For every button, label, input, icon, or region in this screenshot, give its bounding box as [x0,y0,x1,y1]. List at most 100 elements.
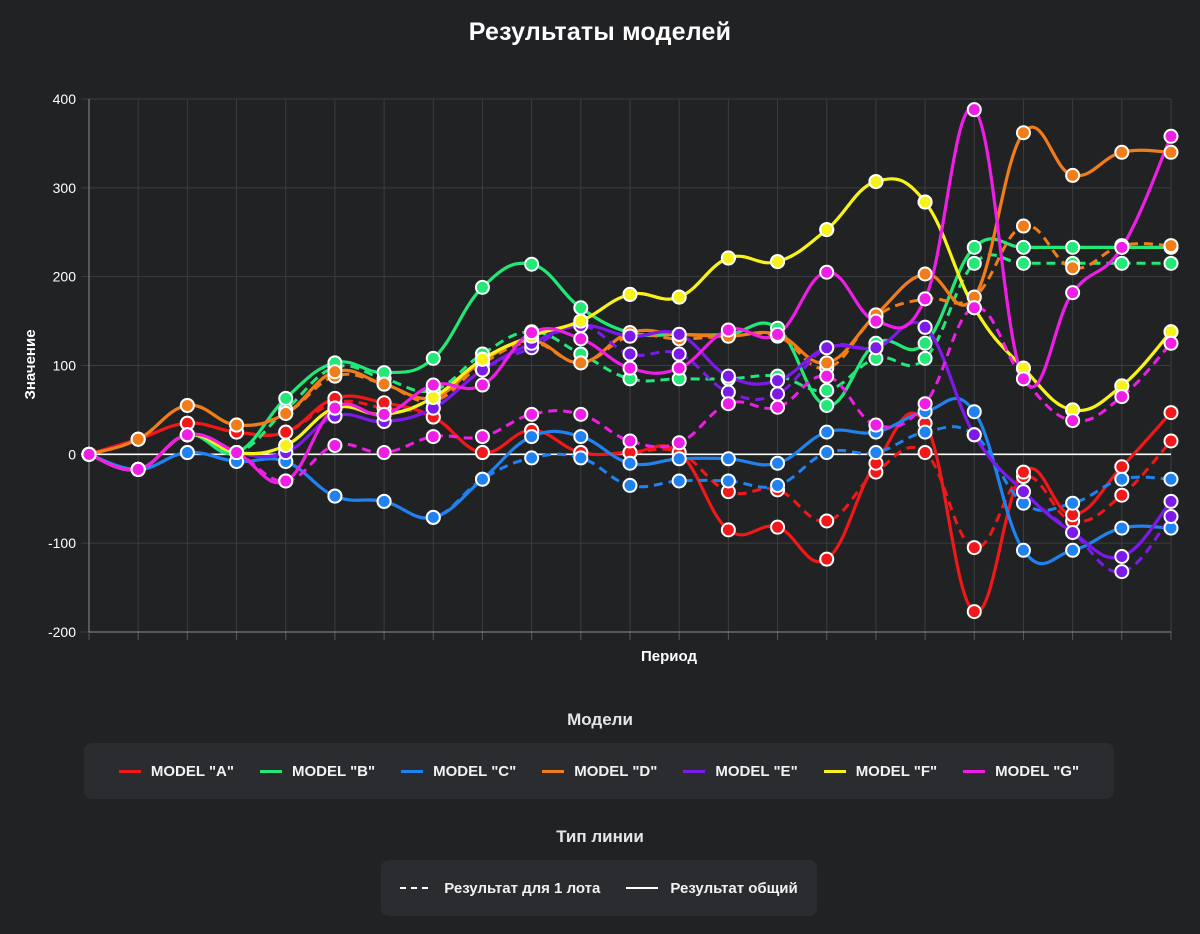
point-lot-1-21 [1114,255,1130,271]
legend-item-model-f[interactable]: MODEL "F" [823,763,937,780]
x-axis-label: Период [641,648,697,665]
point-total-6-10 [573,331,589,347]
point-total-3-10 [573,355,589,371]
point-total-5-4 [278,437,294,453]
legend-label-model-a: MODEL "A" [150,762,235,780]
legend-label-model-d: MODEL "D" [574,762,658,780]
point-lot-1-17 [917,350,933,366]
point-lot-6-13 [720,396,736,412]
legend-label-model-e: MODEL "E" [715,762,798,780]
models-legend: MODEL "A" MODEL "B" MODEL "C" MODEL "D" … [84,743,1114,799]
chart-title: Результаты моделей [468,18,732,46]
legend-swatch-model-g [963,769,986,773]
point-total-3-17 [917,266,933,282]
point-total-0-19 [1015,464,1031,480]
point-total-2-15 [819,424,835,440]
legend-swatch-model-a [118,769,141,773]
series-line-lot-6 [88,306,1173,483]
point-total-5-10 [573,313,589,329]
legend-item-model-a[interactable]: MODEL "A" [118,762,235,780]
point-total-6-5 [327,400,343,416]
point-total-4-19 [1015,484,1031,500]
line-chart: -200 -100 0 100 200 300 400 Период Значение [22,91,1179,665]
point-lot-0-17 [917,445,933,461]
point-total-0-13 [720,522,736,538]
point-lot-2-14 [770,477,786,493]
point-lot-6-20 [1065,413,1081,429]
point-total-5-8 [474,351,490,367]
point-total-4-13 [720,368,736,384]
point-lot-4-22 [1163,509,1179,525]
point-total-4-14 [770,373,786,389]
point-lot-2-13 [720,473,736,489]
point-total-1-7 [425,350,441,366]
point-total-5-15 [819,222,835,238]
legend-item-model-e[interactable]: MODEL "E" [683,762,798,780]
legend-item-model-d[interactable]: MODEL "D" [542,763,657,780]
point-lot-6-21 [1114,389,1130,405]
point-total-0-21 [1114,459,1130,475]
point-lot-2-12 [671,473,687,489]
legend-item-total[interactable]: Результат общий [626,880,798,897]
point-lot-3-20 [1065,260,1081,276]
point-total-2-5 [327,488,343,504]
line-type-legend-title: Тип линии [556,827,644,846]
point-total-6-1 [130,461,146,477]
point-total-3-4 [278,405,294,421]
legend-item-model-g[interactable]: MODEL "G" [963,763,1079,780]
y-tick-label: 300 [53,180,77,196]
point-total-4-11 [622,328,638,344]
point-lot-3-19 [1015,218,1031,234]
point-lot-1-18 [966,255,982,271]
point-total-5-14 [770,254,786,270]
point-total-4-15 [819,340,835,356]
point-total-3-3 [229,417,245,433]
y-tick-label: 0 [68,446,76,462]
point-total-2-2 [179,445,195,461]
point-lot-6-8 [474,429,490,445]
y-tick-label: 200 [53,269,77,285]
point-total-4-18 [966,427,982,443]
point-lot-6-17 [917,396,933,412]
y-tick-label: 100 [53,358,77,374]
point-lot-2-17 [917,424,933,440]
legend-label-lot: Результат для 1 лота [444,879,601,897]
point-lot-4-12 [671,346,687,362]
point-lot-6-18 [966,300,982,316]
point-total-1-19 [1015,239,1031,255]
y-axis-label: Значение [22,329,39,399]
point-total-4-21 [1114,548,1130,564]
point-total-6-0 [81,446,97,462]
solid-line-icon [626,887,659,889]
point-lot-3-22 [1163,238,1179,254]
point-lot-0-21 [1114,487,1130,503]
point-total-1-20 [1065,239,1081,255]
point-lot-1-19 [1015,255,1031,271]
point-total-2-13 [720,451,736,467]
legend-item-model-b[interactable]: MODEL "B" [260,763,375,780]
legend-label-model-g: MODEL "G" [995,762,1080,780]
point-lot-6-14 [770,399,786,415]
point-lot-6-15 [819,368,835,384]
legend-swatch-model-b [260,769,283,773]
point-total-5-7 [425,389,441,405]
point-lot-4-11 [622,346,638,362]
point-total-0-15 [819,551,835,567]
point-total-2-20 [1065,542,1081,558]
point-lot-6-12 [671,435,687,451]
point-lot-2-21 [1114,471,1130,487]
models-legend-title: Модели [567,710,633,729]
point-total-3-20 [1065,167,1081,183]
legend-item-model-c[interactable]: MODEL "C" [401,763,516,780]
line-type-legend: Результат для 1 лота Результат общий [381,860,817,916]
point-total-1-9 [524,256,540,272]
point-lot-6-9 [524,406,540,422]
point-lot-6-10 [573,406,589,422]
point-total-5-17 [917,194,933,210]
point-total-4-20 [1065,525,1081,541]
legend-item-lot[interactable]: Результат для 1 лота [400,880,600,897]
point-total-6-11 [622,360,638,376]
point-total-2-19 [1015,542,1031,558]
point-lot-2-20 [1065,495,1081,511]
point-total-1-10 [573,300,589,316]
